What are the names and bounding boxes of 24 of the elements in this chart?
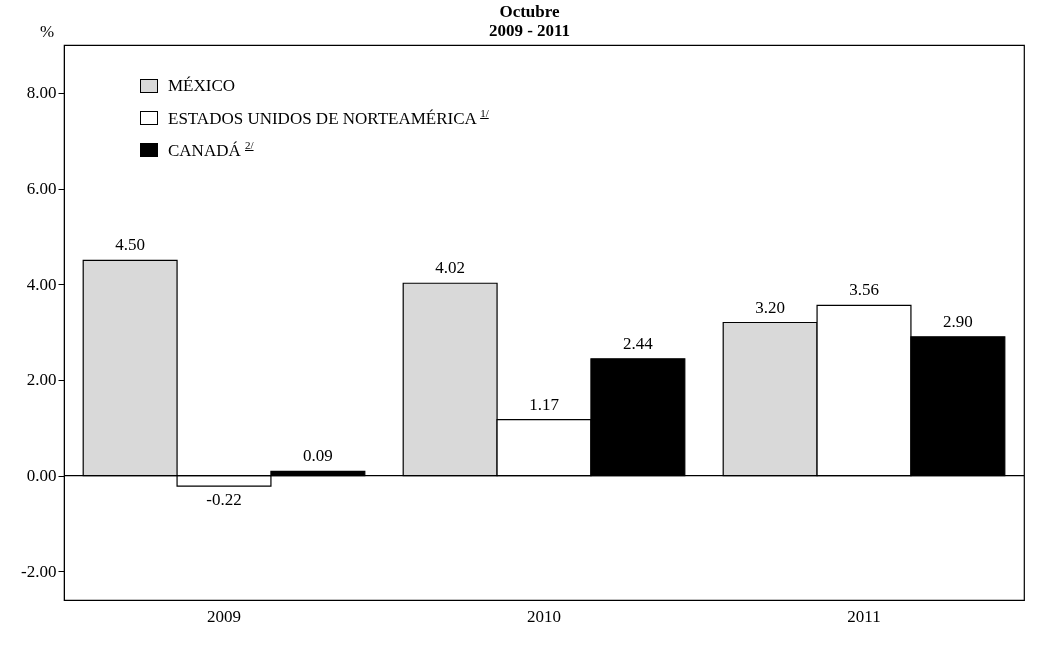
y-tick-label: 0.00: [26, 466, 57, 486]
x-tick-label: 2010: [527, 606, 561, 626]
chart-title: Octubre: [498, 2, 561, 21]
data-label: 3.56: [849, 280, 879, 300]
y-tick-label: -2.00: [21, 561, 57, 581]
data-label: 3.20: [755, 297, 786, 317]
y-axis-title: %: [40, 22, 55, 42]
data-label: -0.22: [206, 490, 242, 510]
y-tick-label: 2.00: [26, 370, 57, 390]
chart-subtitle: 2009 - 2011: [488, 21, 571, 40]
data-label: 2.90: [942, 311, 973, 331]
legend-label: MÉXICO: [168, 76, 236, 96]
y-tick-label: 8.00: [26, 83, 57, 103]
y-tick-label: 6.00: [26, 179, 57, 199]
x-tick-label: 2009: [207, 606, 241, 626]
x-tick-label: 2011: [847, 606, 881, 626]
y-tick-label: 4.00: [26, 274, 57, 294]
data-label: 1.17: [529, 394, 560, 414]
data-label: 0.09: [302, 446, 333, 466]
data-label: 4.50: [115, 235, 146, 255]
legend-label: CANADÁ $^{2/}$: [168, 139, 254, 161]
legend-label: ESTADOS UNIDOS DE NORTEAMÉRICA $^{1/}$: [168, 107, 489, 129]
data-label: 2.44: [622, 333, 654, 353]
data-label: 4.02: [435, 258, 466, 278]
